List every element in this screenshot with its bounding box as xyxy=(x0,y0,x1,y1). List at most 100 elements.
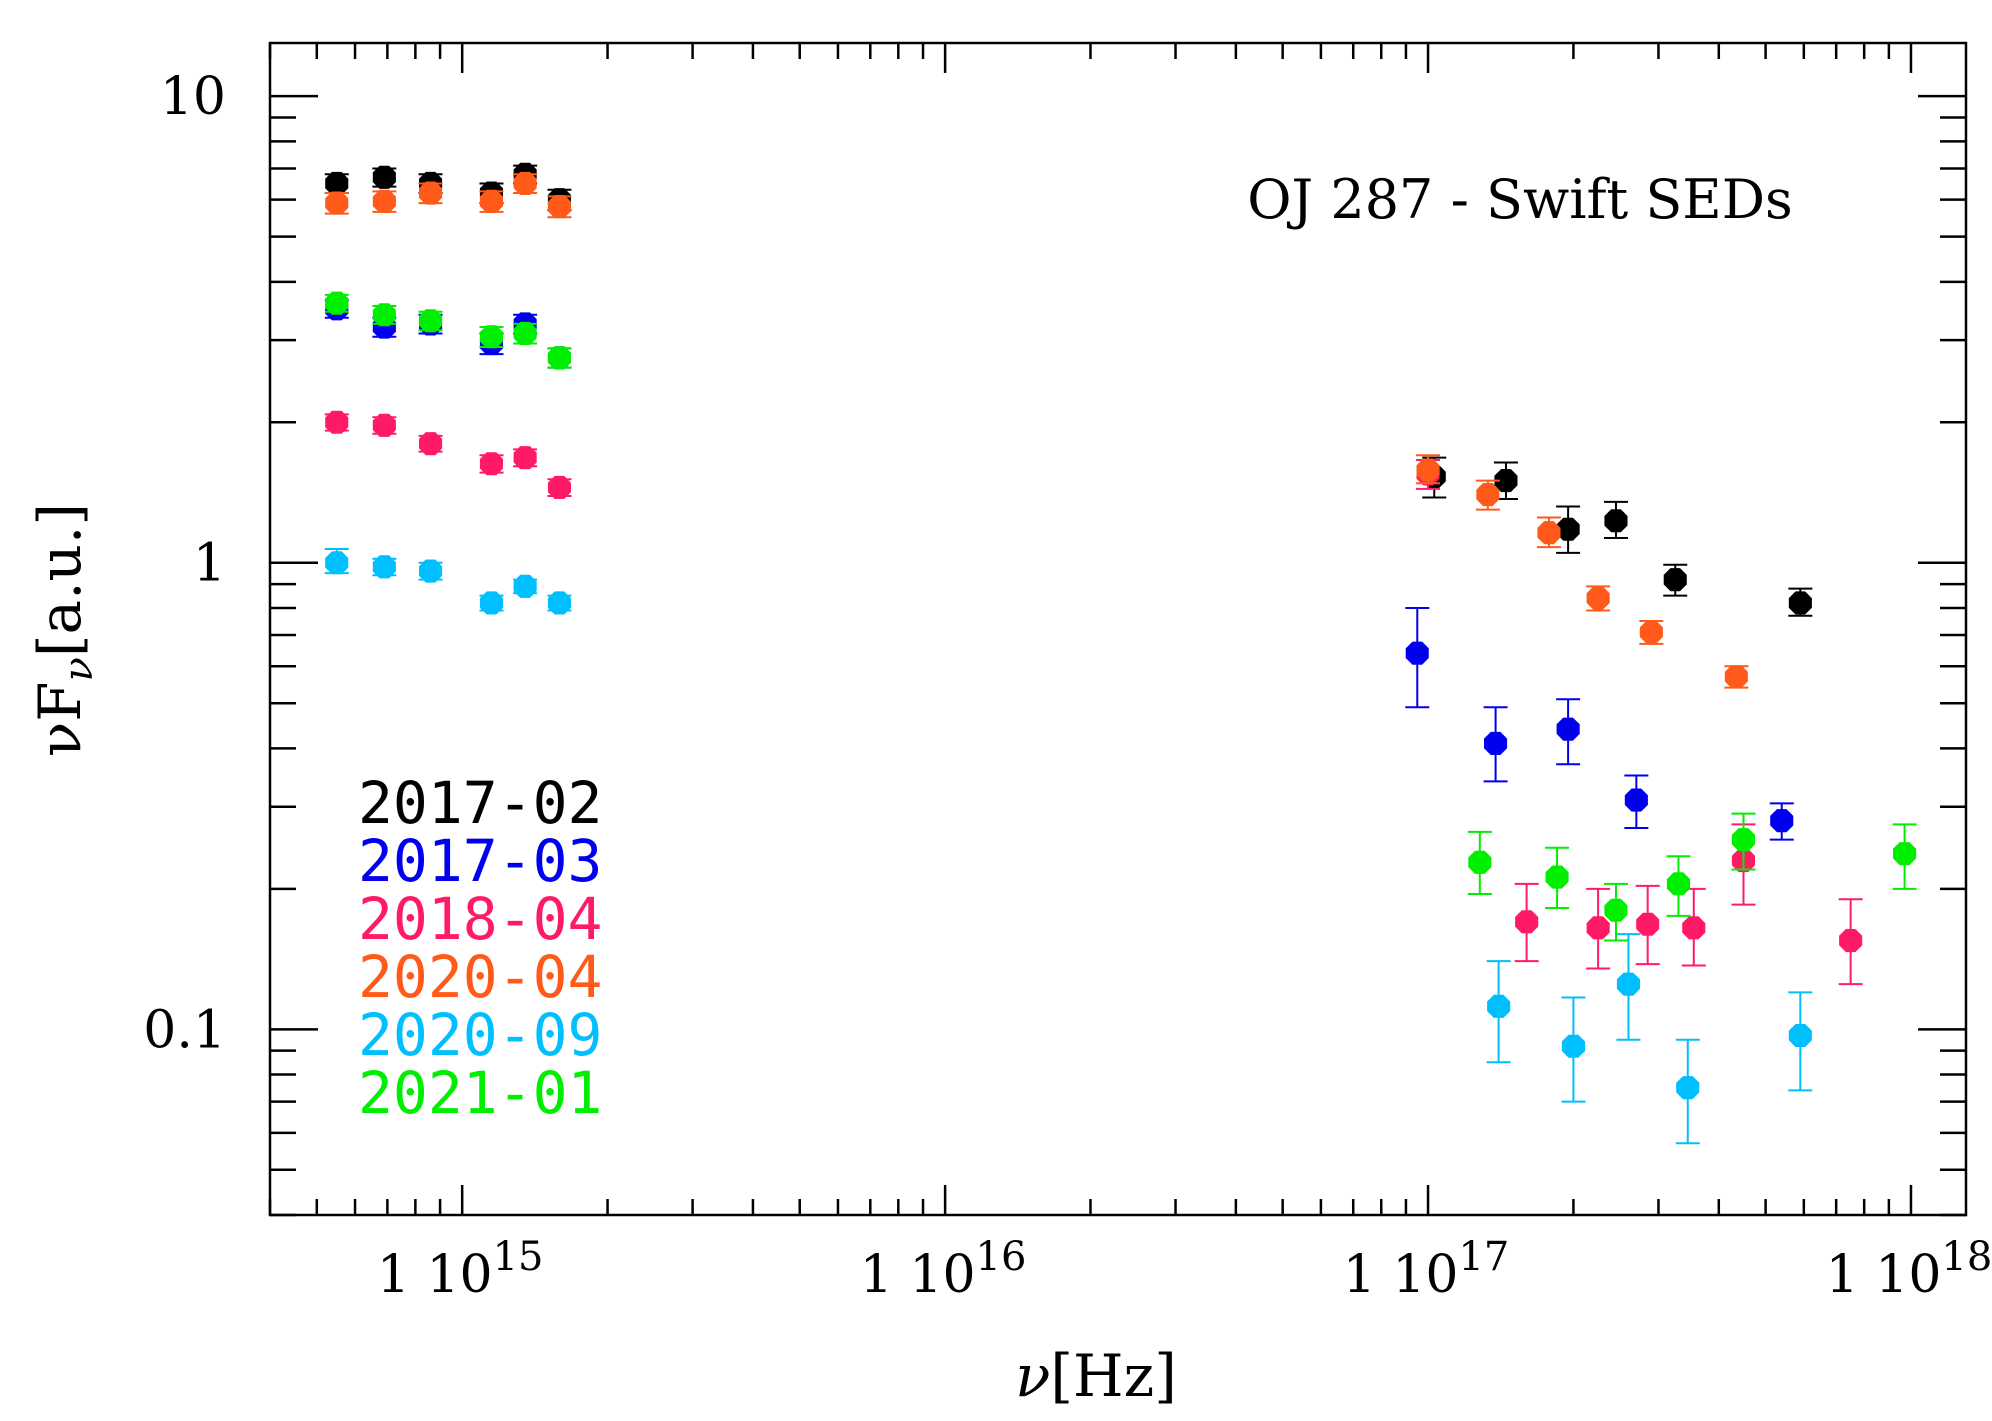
data-point xyxy=(1586,916,1610,940)
data-point xyxy=(325,291,349,315)
data-point xyxy=(1788,1024,1812,1047)
x-tick-base: 10 xyxy=(426,1245,492,1305)
data-point xyxy=(372,303,396,327)
data-point xyxy=(1663,568,1687,592)
data-point xyxy=(1604,509,1628,533)
data-point xyxy=(1494,469,1518,493)
data-point xyxy=(1770,809,1794,833)
data-point xyxy=(372,165,396,189)
x-tick-exponent: 18 xyxy=(1941,1234,1992,1280)
y-tick-label: 10 xyxy=(160,67,226,127)
data-point xyxy=(419,309,443,333)
x-tick-exponent: 15 xyxy=(493,1234,544,1280)
data-point xyxy=(325,171,349,195)
data-point xyxy=(1556,517,1580,541)
data-point xyxy=(1839,929,1863,953)
data-point xyxy=(1537,521,1561,545)
data-point xyxy=(1405,641,1429,665)
data-point xyxy=(1666,872,1690,896)
y-axis-label: νFν[a.u.] xyxy=(26,503,102,757)
data-point xyxy=(372,189,396,213)
data-point xyxy=(1616,972,1640,996)
x-axis-label: ν[Hz] xyxy=(1015,1342,1177,1410)
data-point xyxy=(419,181,443,205)
x-axis-unit: [Hz] xyxy=(1050,1342,1176,1410)
x-tick-label: 1 1017 xyxy=(1343,1234,1510,1305)
plot-frame xyxy=(268,41,1968,1217)
data-point xyxy=(325,191,349,215)
series-layer xyxy=(324,162,1917,1145)
data-point xyxy=(1586,586,1610,610)
x-axis-symbol: ν xyxy=(1015,1342,1050,1410)
data-point xyxy=(1515,910,1539,934)
data-point xyxy=(479,591,503,615)
data-point xyxy=(1893,842,1917,866)
x-tick-mantissa: 1 xyxy=(377,1245,427,1305)
x-tick-exponent: 17 xyxy=(1458,1234,1509,1280)
x-tick-base: 10 xyxy=(1392,1245,1458,1305)
data-point xyxy=(372,555,396,579)
chart-title: OJ 287 - Swift SEDs xyxy=(1247,168,1792,231)
x-tick-base: 10 xyxy=(1875,1245,1941,1305)
y-axis-subscript: ν xyxy=(56,657,102,681)
legend: 2017-022017-032018-042020-042020-092021-… xyxy=(358,769,602,1127)
x-tick-labels: 1 1015 1 1016 1 1017 1 1018 xyxy=(377,1234,1992,1305)
data-point xyxy=(513,171,537,195)
x-tick-mantissa: 1 xyxy=(860,1245,910,1305)
data-point xyxy=(1604,898,1628,922)
series-2020-09 xyxy=(324,548,1813,1145)
data-point xyxy=(419,559,443,583)
data-point xyxy=(1682,916,1706,940)
data-point xyxy=(1487,994,1511,1018)
data-point xyxy=(1556,717,1580,741)
x-tick-mantissa: 1 xyxy=(1826,1245,1876,1305)
data-point xyxy=(547,591,571,615)
data-point xyxy=(1731,828,1755,852)
data-point xyxy=(1636,912,1660,936)
data-point xyxy=(547,475,571,499)
legend-entry: 2017-03 xyxy=(358,827,602,895)
data-point xyxy=(1476,483,1500,507)
data-point xyxy=(547,195,571,219)
legend-entry: 2017-02 xyxy=(358,769,602,837)
data-point xyxy=(372,413,396,437)
x-tick-label: 1 1015 xyxy=(377,1234,544,1305)
data-point xyxy=(1676,1076,1700,1100)
legend-entry: 2018-04 xyxy=(358,885,602,953)
data-point xyxy=(513,574,537,598)
x-tick-label: 1 1018 xyxy=(1826,1234,1992,1305)
data-point xyxy=(479,325,503,349)
x-tick-exponent: 16 xyxy=(976,1234,1027,1280)
data-point xyxy=(1724,665,1748,689)
data-point xyxy=(1624,788,1648,812)
y-tick-label: 1 xyxy=(193,534,226,594)
series-2021-01 xyxy=(324,291,1917,942)
major-ticks xyxy=(270,43,1966,1215)
x-tick-mantissa: 1 xyxy=(1343,1245,1393,1305)
data-point xyxy=(325,551,349,575)
legend-entry: 2020-04 xyxy=(358,943,602,1011)
minor-ticks xyxy=(268,43,1966,1217)
y-axis-unit: [a.u.] xyxy=(26,503,94,657)
legend-entry: 2021-01 xyxy=(358,1059,602,1127)
y-tick-label: 0.1 xyxy=(143,1000,226,1060)
data-point xyxy=(1545,865,1569,889)
legend-entry: 2020-09 xyxy=(358,1001,602,1069)
series-2020-04 xyxy=(324,171,1749,689)
data-point xyxy=(479,189,503,213)
data-point xyxy=(1788,591,1812,615)
data-point xyxy=(1468,850,1492,874)
x-tick-label: 1 1016 xyxy=(860,1234,1027,1305)
data-point xyxy=(1561,1034,1585,1058)
data-point xyxy=(1639,620,1663,644)
data-point xyxy=(1484,731,1508,755)
data-point xyxy=(513,446,537,470)
y-tick-labels: 0.1 1 10 xyxy=(143,67,226,1060)
data-point xyxy=(325,410,349,434)
data-point xyxy=(1416,458,1440,482)
data-point xyxy=(513,321,537,345)
data-point xyxy=(419,432,443,456)
data-point xyxy=(547,346,571,370)
